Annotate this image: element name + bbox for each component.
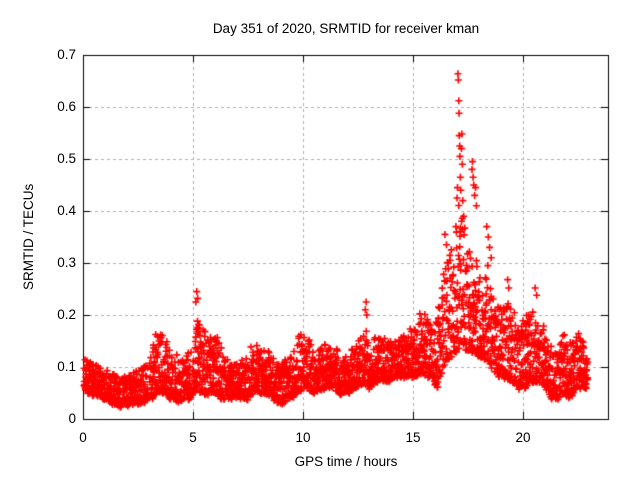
y-tick-label: 0.4 <box>57 203 76 218</box>
y-tick-label: 0.3 <box>57 255 76 270</box>
y-tick-label: 0.7 <box>57 47 76 62</box>
y-tick-label: 0 <box>68 411 76 426</box>
chart-title: Day 351 of 2020, SRMTID for receiver kma… <box>212 21 480 36</box>
x-tick-label: 20 <box>515 430 531 445</box>
y-tick-label: 0.2 <box>57 307 76 322</box>
y-tick-label: 0.5 <box>57 151 76 166</box>
x-tick-label: 0 <box>79 430 87 445</box>
x-tick-label: 5 <box>189 430 197 445</box>
x-tick-label: 10 <box>295 430 311 445</box>
y-tick-label: 0.1 <box>57 359 76 374</box>
x-axis-label: GPS time / hours <box>294 454 398 469</box>
x-tick-label: 15 <box>405 430 421 445</box>
y-tick-label: 0.6 <box>57 99 76 114</box>
